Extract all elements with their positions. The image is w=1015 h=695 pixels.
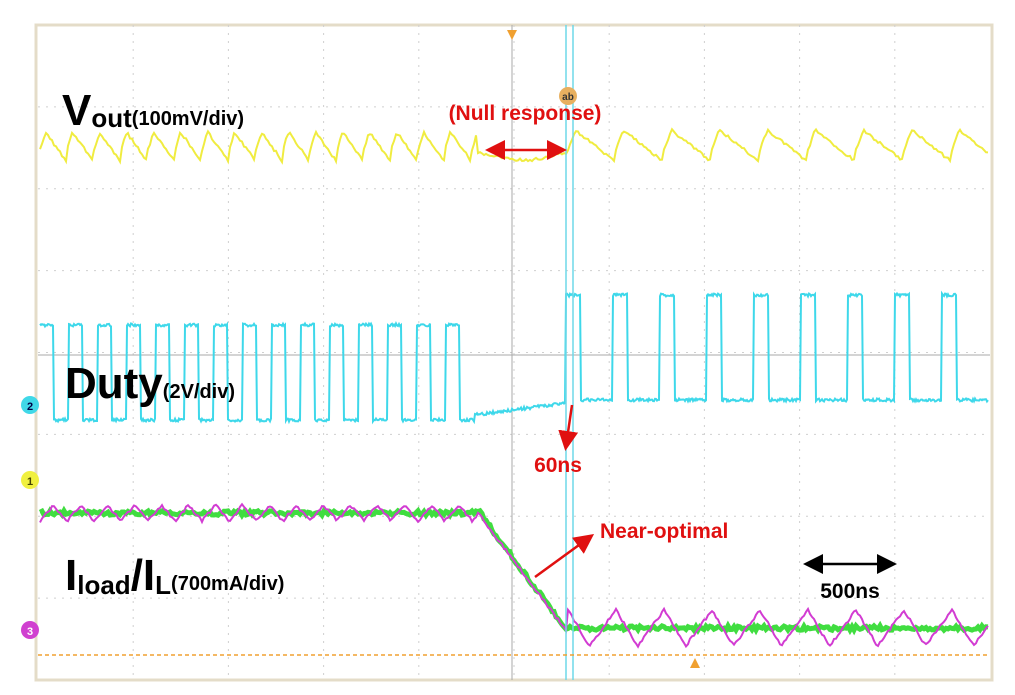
trace-subscript: load	[77, 570, 130, 600]
annotation: 60ns	[534, 454, 582, 477]
channel-marker-label: 1	[27, 476, 33, 488]
channel-marker-label: 3	[27, 626, 33, 638]
trace-scale: (100mV/div)	[132, 108, 244, 130]
trace-subscript: out	[91, 103, 132, 133]
annotation: (Null response)	[449, 102, 602, 125]
trace-symbol: V	[62, 86, 92, 135]
trace-symbol: /I	[131, 551, 155, 600]
trace-symbol: I	[65, 551, 77, 600]
trace-subscript: L	[155, 570, 171, 600]
annotation: 500ns	[820, 580, 880, 603]
scope-screen: ab 2 1 3 Vout(100mV/div) Duty(2V/div) Il…	[0, 0, 1015, 695]
annotation: Near-optimal	[600, 520, 728, 543]
trace-symbol: Duty	[65, 359, 163, 408]
channel-marker-label: 2	[27, 401, 33, 413]
trace-scale: (2V/div)	[163, 381, 235, 403]
trace-scale: (700mA/div)	[171, 573, 284, 595]
